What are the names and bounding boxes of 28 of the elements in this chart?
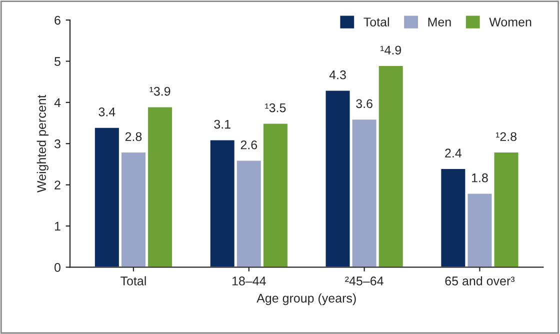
y-tick-label: 0: [54, 263, 60, 272]
y-tick-label: 5: [54, 57, 60, 66]
x-tick-label: 65 and over³: [445, 276, 515, 286]
y-tick-label: 1: [54, 222, 60, 231]
data-label: 3.6: [356, 99, 372, 108]
data-label: 3.1: [214, 120, 230, 129]
y-tick-label: 6: [54, 16, 60, 25]
x-tick-label: Total: [120, 276, 146, 286]
data-label: ¹3.9: [150, 86, 170, 96]
data-label: ¹2.8: [496, 132, 516, 142]
legend-label: Men: [428, 18, 451, 26]
x-tick-label: 18–44: [232, 276, 266, 286]
legend-label: Total: [364, 17, 389, 26]
y-tick-label: 2: [54, 180, 60, 190]
data-label: ¹3.5: [265, 103, 286, 112]
legend-label: Women: [489, 18, 532, 26]
data-label: 3.4: [98, 107, 116, 116]
x-tick-label: ²45–64: [345, 276, 384, 286]
data-label: ¹4.9: [380, 46, 402, 55]
data-label: 2.6: [240, 140, 258, 150]
data-label: 2.4: [445, 148, 462, 158]
data-label: 1.8: [472, 173, 488, 182]
x-axis-title: Age group (years): [256, 293, 356, 306]
y-axis-title: Weighted percent: [36, 94, 48, 192]
y-tick-label: 4: [54, 98, 61, 107]
data-label: 2.8: [125, 132, 142, 142]
y-tick-label: 3: [54, 139, 60, 148]
data-label: 4.3: [329, 70, 346, 80]
